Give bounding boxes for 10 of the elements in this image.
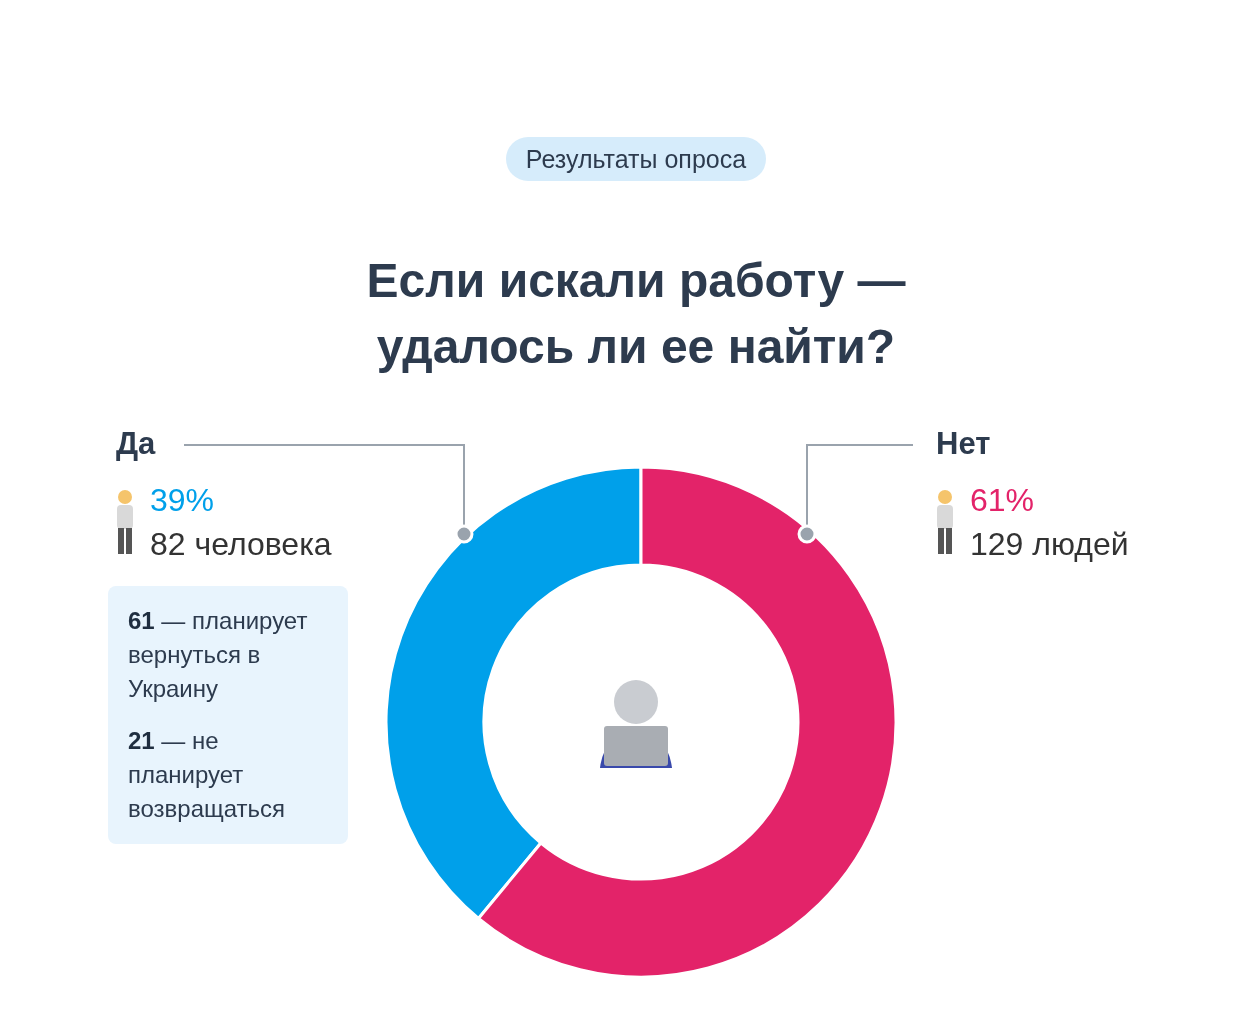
slice-label: Нет [936,426,991,462]
slice-label: Да [116,426,156,462]
data-label: 61% [970,482,1035,519]
chart-subtitle: Результаты опроса [505,137,767,181]
text: 61 — планирует вернуться в Украину [128,606,309,704]
chart-title: Если искали работу — удалось ли ее найти? [365,253,907,375]
text: 21 — не планирует возвращаться [128,726,287,824]
data-label: 39% [150,482,215,519]
text: 82 человека [150,526,332,562]
text: 129 людей [970,526,1129,562]
